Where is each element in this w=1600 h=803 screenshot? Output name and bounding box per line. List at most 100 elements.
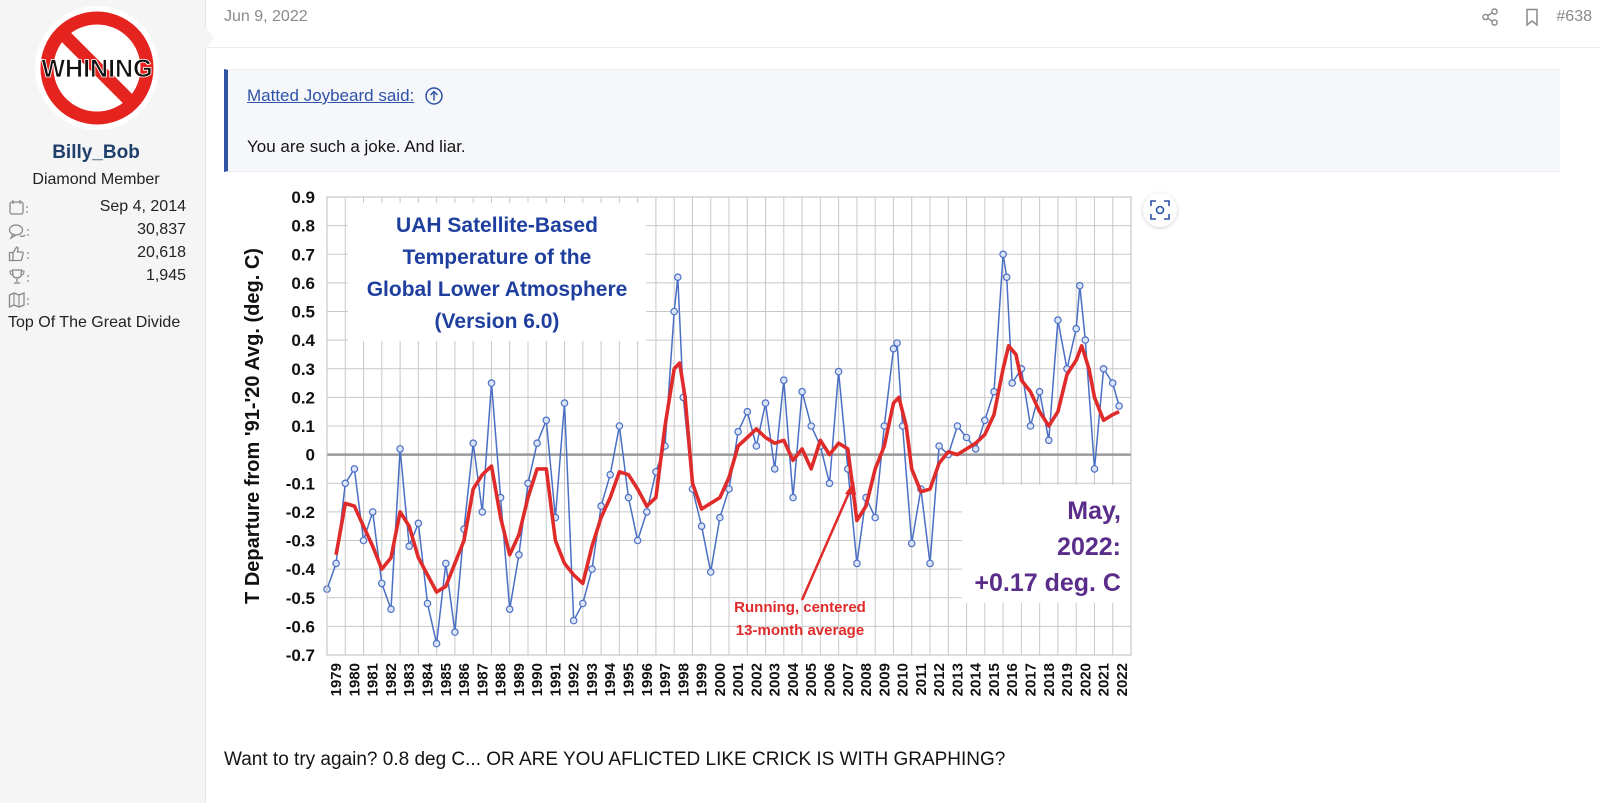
quote-author: Matted Joybeard said:: [247, 86, 415, 105]
stat-messages: 30,837: [8, 221, 186, 243]
calendar-icon: [9, 200, 28, 215]
monthly-point: [953, 422, 962, 430]
quote-block: Matted Joybeard said: You are such a jok…: [224, 69, 1560, 172]
chart-title-line-3: Global Lower Atmosphere: [367, 278, 628, 301]
x-tick-label: 1983: [401, 663, 418, 696]
stat-value: 1,945: [145, 267, 186, 284]
y-tick-label: 0.8: [291, 217, 315, 236]
zoom-image-icon: [1150, 200, 1170, 220]
user-title: Diamond Member: [32, 171, 160, 188]
plot-frame: [326, 196, 1132, 656]
monthly-point: [907, 539, 916, 548]
monthly-point: [1090, 465, 1099, 473]
x-tick-label: 2009: [876, 663, 893, 696]
average-label-line-2: 13-month average: [736, 622, 864, 639]
monthly-point: [1108, 379, 1117, 387]
monthly-point: [597, 502, 605, 510]
jump-to-quote-icon[interactable]: [424, 86, 444, 106]
y-tick-label: -0.4: [286, 560, 316, 579]
monthly-point: [469, 439, 478, 448]
x-tick-label: 2018: [1041, 663, 1058, 696]
annotation-arrow-head: [845, 481, 856, 495]
monthly-point: [578, 599, 587, 608]
x-tick-label: 1995: [621, 663, 638, 696]
messages-icon: [8, 224, 29, 240]
avatar-text: WHINING: [41, 55, 152, 83]
y-tick-label: -0.2: [286, 503, 315, 522]
monthly-point: [779, 376, 788, 385]
monthly-point: [1035, 387, 1044, 396]
temperature-chart[interactable]: 0.9 0.8 0.7 0.6 0.5 0.4 0.3 0.2 0.1 0 -0.1 -0.2 -0.3…: [226, 185, 1146, 725]
stat-value: Sep 4, 2014: [99, 198, 186, 215]
monthly-point: [396, 445, 404, 453]
monthly-point: [615, 422, 624, 430]
latest-label-line-1: May,: [1067, 497, 1121, 525]
stat-reactions: 20,618: [8, 244, 186, 266]
monthly-point: [706, 568, 715, 576]
latest-label-line-3: +0.17 deg. C: [974, 569, 1121, 597]
x-tick-label: 2015: [986, 663, 1003, 696]
monthly-point: [414, 519, 423, 528]
y-tick-label: 0.1: [291, 417, 315, 436]
monthly-point: [825, 479, 834, 488]
monthly-point: [588, 565, 596, 573]
monthly-point: [633, 536, 642, 545]
x-tick-label: 1996: [639, 663, 656, 696]
x-tick-label: 1997: [657, 663, 674, 696]
title-box: [348, 203, 646, 341]
monthly-point: [1075, 281, 1084, 290]
monthly-point: [432, 639, 441, 648]
monthly-point: [834, 367, 843, 376]
post-date[interactable]: Jun 9, 2022: [224, 8, 308, 25]
stat-points: 1,945: [8, 267, 186, 289]
x-tick-label: 2014: [968, 662, 985, 696]
username[interactable]: Billy_Bob: [52, 142, 140, 163]
stat-value: 30,837: [137, 221, 186, 238]
x-tick-label: 2021: [1096, 663, 1113, 696]
y-tick-label: -0.1: [286, 474, 315, 493]
x-tick-label: 1990: [529, 663, 546, 696]
x-tick-label: 1991: [547, 663, 564, 696]
x-tick-label: 2020: [1077, 663, 1094, 696]
x-tick-label: 2017: [1023, 663, 1040, 696]
post-pointer-arrow: [205, 28, 215, 48]
x-tick-label: 1994: [602, 662, 619, 696]
x-tick-label: 2019: [1059, 663, 1076, 696]
monthly-point: [368, 508, 377, 516]
image-zoom-button[interactable]: [1143, 193, 1177, 227]
monthly-point: [980, 416, 989, 425]
monthly-point: [1072, 324, 1081, 333]
x-tick-label: 1993: [584, 663, 601, 696]
monthly-point: [487, 379, 496, 387]
chart-series: [323, 250, 1123, 648]
x-tick-label: 2003: [767, 663, 784, 696]
monthly-point: [423, 599, 432, 608]
latest-label-line-2: 2022:: [1057, 533, 1121, 561]
x-tick-label: 1985: [438, 663, 455, 696]
thumbs-up-icon: [8, 246, 29, 262]
y-tick-label: 0.9: [291, 188, 315, 207]
share-icon[interactable]: [1480, 7, 1500, 27]
monthly-point: [606, 470, 615, 479]
monthly-point: [1099, 365, 1108, 373]
y-tick-label: -0.7: [286, 646, 315, 665]
monthly-point: [560, 399, 569, 407]
x-tick-label: 2007: [840, 663, 857, 696]
monthly-point: [442, 559, 450, 568]
x-tick-label: 2002: [748, 663, 765, 696]
x-tick-label: 2005: [803, 663, 820, 696]
x-tick-label: 1987: [474, 663, 491, 696]
avatar[interactable]: WHINING: [35, 6, 159, 130]
stat-location: [8, 290, 186, 312]
y-tick-label: 0.2: [291, 388, 315, 407]
stat-value: 20,618: [137, 244, 186, 261]
monthly-point: [1002, 273, 1011, 282]
monthly-point: [853, 559, 861, 568]
bookmark-icon[interactable]: [1522, 7, 1542, 27]
post-number[interactable]: #638: [1556, 8, 1592, 25]
header-divider: [206, 47, 1600, 48]
quote-text: You are such a joke. And liar.: [247, 137, 466, 156]
quote-author-link[interactable]: Matted Joybeard said:: [247, 86, 444, 106]
y-tick-label: -0.3: [286, 532, 315, 551]
post-actions: #638: [1480, 4, 1592, 30]
